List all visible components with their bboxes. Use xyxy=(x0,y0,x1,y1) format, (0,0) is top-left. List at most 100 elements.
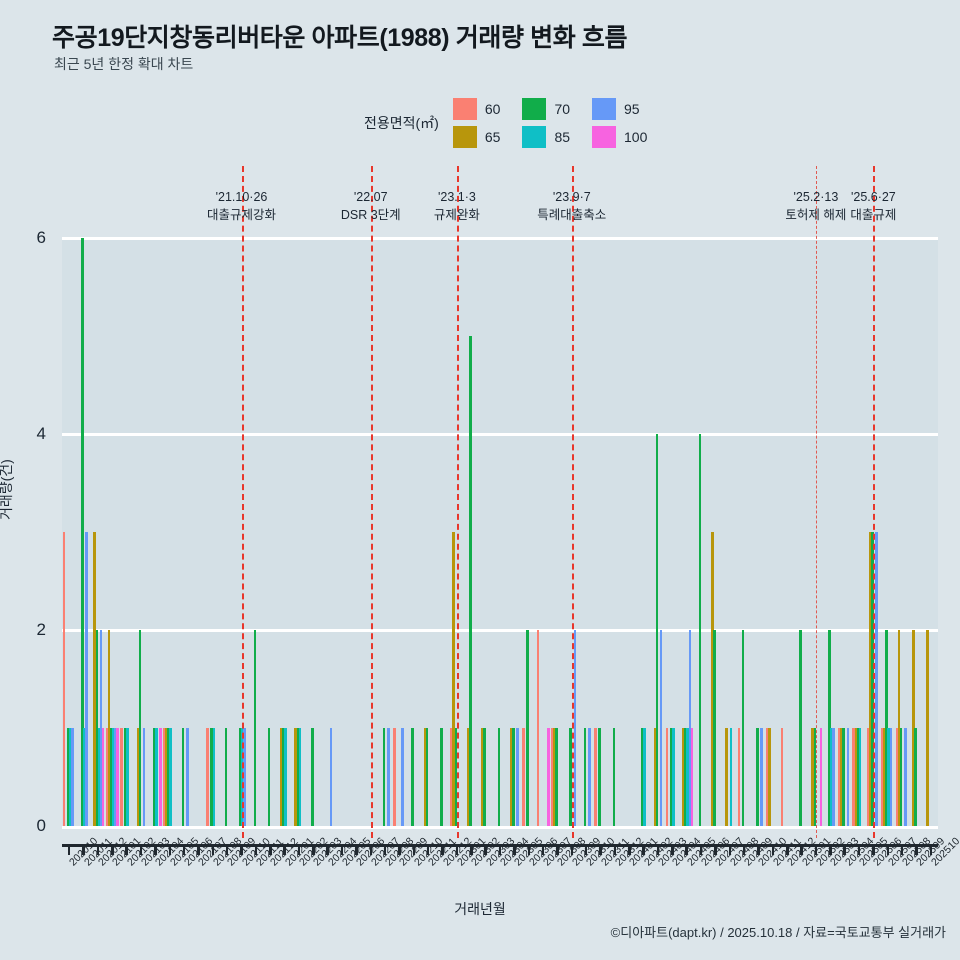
bar xyxy=(152,728,156,826)
x-tick xyxy=(211,844,215,855)
bar xyxy=(868,532,872,826)
x-tick xyxy=(426,844,430,855)
bar xyxy=(813,728,817,826)
page-title: 주공19단지창동리버타운 아파트(1988) 거래량 변화 흐름 xyxy=(52,24,628,52)
bar xyxy=(440,728,443,826)
bar xyxy=(136,728,140,826)
x-tick xyxy=(857,844,861,855)
bar xyxy=(483,728,486,826)
x-tick xyxy=(441,844,444,855)
bar xyxy=(653,728,657,826)
bar xyxy=(107,630,111,826)
legend-swatch-icon xyxy=(452,126,477,148)
bar xyxy=(296,728,300,826)
bar xyxy=(725,728,728,826)
x-tick xyxy=(556,844,559,855)
x-tick xyxy=(283,844,286,855)
bar xyxy=(159,728,162,826)
legend-item-95[interactable]: 95 xyxy=(592,96,647,122)
bar xyxy=(883,728,886,826)
event-date: '25.2·13 xyxy=(793,190,839,204)
event-label: '23.9·7 특례대출축소 xyxy=(537,188,606,224)
event-label: '23.1·3 규제완화 xyxy=(434,188,480,224)
event-line xyxy=(873,166,876,838)
legend-label: 65 xyxy=(484,129,501,145)
x-tick xyxy=(513,844,516,855)
x-tick xyxy=(340,844,344,855)
bar xyxy=(105,728,109,826)
event-date: '25.6·27 xyxy=(850,190,896,204)
x-tick xyxy=(312,844,315,855)
legend-label: 100 xyxy=(624,129,648,145)
x-tick xyxy=(484,844,487,855)
x-tick xyxy=(412,844,416,855)
legend-item-85[interactable]: 85 xyxy=(522,124,570,150)
bar xyxy=(573,630,577,826)
bar xyxy=(126,728,129,826)
x-axis-title: 거래년월 xyxy=(454,901,506,917)
bar xyxy=(926,630,929,826)
x-tick xyxy=(843,844,846,855)
x-tick xyxy=(96,844,100,855)
bar xyxy=(243,728,246,826)
x-tick xyxy=(498,844,502,855)
bar xyxy=(224,728,228,826)
bar xyxy=(165,728,168,826)
bar xyxy=(411,728,415,826)
bar xyxy=(526,630,529,826)
bar xyxy=(124,728,127,826)
bar xyxy=(641,728,644,826)
bar xyxy=(588,728,591,826)
bar xyxy=(550,728,554,826)
x-tick xyxy=(125,844,128,855)
bar xyxy=(780,728,784,826)
legend-item-70[interactable]: 70 xyxy=(522,96,570,122)
event-date: '21.10·26 xyxy=(215,190,268,204)
bar xyxy=(766,728,769,826)
legend-item-65[interactable]: 65 xyxy=(452,124,501,150)
event-name: DSR 3단계 xyxy=(340,208,401,223)
event-name: 특례대출축소 xyxy=(537,208,607,223)
bar xyxy=(206,728,209,826)
event-date: '23.1·3 xyxy=(437,190,476,204)
bar xyxy=(101,728,105,826)
event-label: '22.07 DSR 3단계 xyxy=(341,188,401,224)
bar xyxy=(698,434,702,826)
x-tick xyxy=(369,844,373,855)
bar xyxy=(799,630,802,826)
legend-item-60[interactable]: 60 xyxy=(452,96,500,122)
bar xyxy=(768,728,771,826)
x-tick xyxy=(714,844,717,855)
bar xyxy=(185,728,189,826)
legend-item-100[interactable]: 100 xyxy=(592,124,647,150)
bar xyxy=(672,728,675,826)
x-tick xyxy=(527,844,531,855)
bar xyxy=(450,728,453,826)
bar xyxy=(756,728,759,826)
footer-credit: ©디아파트(dapt.kr) / 2025.10.18 / 자료=국토교통부 실… xyxy=(610,925,946,940)
bar xyxy=(280,728,283,826)
event-line xyxy=(815,166,817,838)
bar xyxy=(858,728,862,826)
grid-line xyxy=(62,432,938,436)
x-tick xyxy=(67,844,71,855)
bar xyxy=(713,630,716,826)
x-tick xyxy=(82,844,85,855)
event-name: 대출규제 xyxy=(850,208,897,223)
bar xyxy=(669,728,673,826)
bar xyxy=(284,728,287,826)
bar xyxy=(536,630,540,826)
bar xyxy=(871,532,874,826)
x-tick xyxy=(269,844,272,855)
bar xyxy=(97,728,101,826)
bar xyxy=(875,532,878,826)
bar xyxy=(840,728,843,826)
bar xyxy=(690,728,694,826)
bar xyxy=(267,728,271,826)
bar xyxy=(93,532,97,826)
bar xyxy=(899,728,903,826)
bar xyxy=(903,728,907,826)
bar xyxy=(120,728,123,826)
x-tick xyxy=(628,844,631,855)
